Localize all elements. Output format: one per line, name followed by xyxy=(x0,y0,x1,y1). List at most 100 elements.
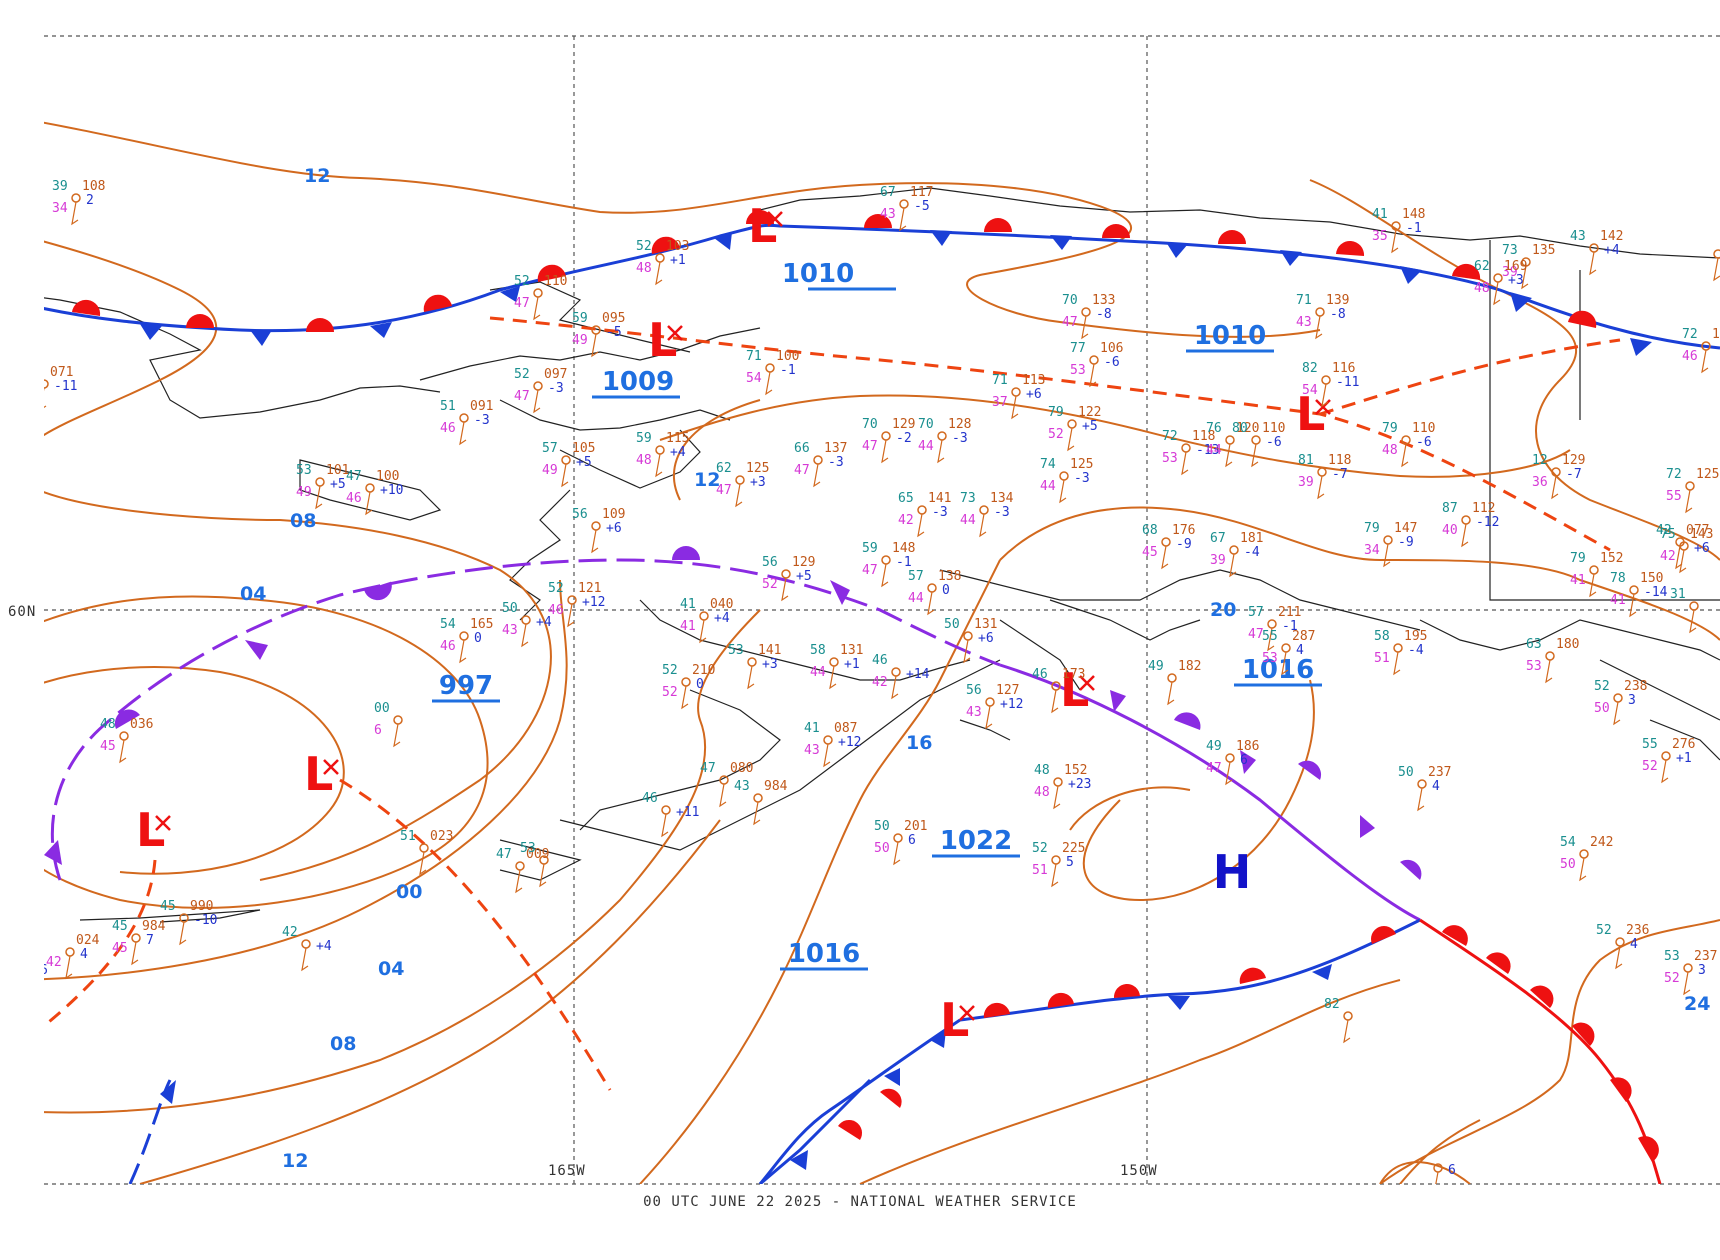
isobar-label: 12 xyxy=(282,1150,308,1172)
station-plot: 52 097 47 -3 xyxy=(514,367,567,414)
wind-barb xyxy=(1161,545,1169,570)
station-pressure: 125 xyxy=(1070,457,1093,472)
station-circle xyxy=(1579,849,1589,859)
station-temperature: 51 xyxy=(400,829,416,844)
station-circle xyxy=(753,793,763,803)
station-tendency: -1 xyxy=(1406,221,1422,236)
station-temperature: 72 xyxy=(1162,429,1178,444)
wind-barb xyxy=(365,491,373,516)
station-temperature: 87 xyxy=(1442,501,1458,516)
station-temperature: 00 xyxy=(374,701,390,716)
station-circle xyxy=(1493,273,1503,283)
wind-barb xyxy=(1167,681,1175,706)
wind-barb xyxy=(419,851,427,876)
station-dewpoint: 44 xyxy=(918,439,934,454)
wind-barb xyxy=(1317,475,1325,500)
station-temperature: 45 xyxy=(160,899,176,914)
station-temperature: 50 xyxy=(502,601,518,616)
station-temperature: 52 xyxy=(514,274,530,289)
station-dewpoint: 44 xyxy=(20,387,36,402)
station-circle xyxy=(937,431,947,441)
station-pressure: 101 xyxy=(326,463,349,478)
wind-barb xyxy=(1545,659,1553,684)
station-tendency: 4 xyxy=(1630,937,1638,952)
station-plot: 6 xyxy=(1433,1163,1456,1184)
svg-text:L: L xyxy=(1060,663,1089,717)
station-dewpoint: 45 xyxy=(1142,545,1158,560)
station-tendency: +3 xyxy=(762,657,778,672)
wind-barb xyxy=(1675,545,1683,570)
station-tendency: -4 xyxy=(1408,643,1424,658)
station-circle xyxy=(881,431,891,441)
station-plot: 45 984 45 7 xyxy=(112,919,166,966)
station-plot: 50 131+6 xyxy=(944,617,997,664)
station-tendency: -3 xyxy=(828,455,844,470)
wind-barb xyxy=(781,577,789,602)
wind-barb xyxy=(1589,251,1597,276)
station-dewpoint: 44 xyxy=(1206,443,1222,458)
station-temperature: 79 xyxy=(1048,405,1064,420)
station-tendency: +4 xyxy=(670,445,686,460)
station-plot: 63 180 53 xyxy=(1526,637,1579,684)
station-temperature: 45 xyxy=(112,919,128,934)
station-tendency: +14 xyxy=(906,667,930,682)
wind-barb xyxy=(1391,229,1399,254)
station-circle xyxy=(985,697,995,707)
station-circle xyxy=(1317,467,1327,477)
station-dewpoint: 43 xyxy=(804,743,820,758)
low-symbol: L xyxy=(1060,663,1095,717)
wind-barb xyxy=(765,371,773,396)
center-pressure: 1010 xyxy=(1194,321,1266,351)
station-dewpoint: 47 xyxy=(1248,627,1264,642)
station-dewpoint: 53 xyxy=(1526,659,1542,674)
station-tendency: +1 xyxy=(670,253,686,268)
station-tendency: 0 xyxy=(696,677,704,692)
wind-barb xyxy=(1343,1019,1351,1044)
center-pressure: 1016 xyxy=(788,939,860,969)
station-circle xyxy=(419,843,429,853)
station-tendency: -1 xyxy=(780,363,796,378)
station-pressure: 169 xyxy=(1504,259,1527,274)
wind-barb xyxy=(823,743,831,768)
wind-barb xyxy=(567,603,575,628)
station-circle xyxy=(393,715,403,725)
station-temperature: 58 xyxy=(1374,629,1390,644)
station-plot: 47 009 xyxy=(496,847,549,894)
station-circle xyxy=(979,505,989,515)
wind-barb xyxy=(655,453,663,478)
station-plot: 55 276 52 +1 xyxy=(1642,737,1695,784)
station-circle xyxy=(1661,751,1671,761)
station-circle xyxy=(1225,435,1235,445)
station-plot: 73 135 39 xyxy=(1502,243,1555,290)
station-pressure: 121 xyxy=(578,581,601,596)
station-dewpoint: 47 xyxy=(1206,761,1222,776)
station-tendency: -10 xyxy=(194,913,217,928)
station-temperature: 67 xyxy=(1210,531,1226,546)
station-dewpoint: 47 xyxy=(514,296,530,311)
station-plot: 76 120 44 xyxy=(1206,421,1259,468)
station-plot: 71 100 54 -1 xyxy=(746,349,799,396)
station-plot: 79 110 48 -6 xyxy=(1382,421,1435,468)
station-pressure: 149 xyxy=(1712,327,1720,342)
station-pressure: 142 xyxy=(1600,229,1623,244)
station-tendency: -8 xyxy=(1330,307,1346,322)
station-circle xyxy=(1613,693,1623,703)
station-tendency: -3 xyxy=(952,431,968,446)
station-plot: 43 984 xyxy=(734,779,788,826)
station-pressure: 080 xyxy=(730,761,753,776)
longitude-label: 150W xyxy=(1120,1163,1158,1179)
station-pressure: 138 xyxy=(938,569,961,584)
stationary-front-south xyxy=(959,918,1421,1022)
station-circle xyxy=(521,615,531,625)
station-circle xyxy=(1685,481,1695,491)
station-temperature: 54 xyxy=(440,617,456,632)
station-circle xyxy=(823,735,833,745)
svg-text:L: L xyxy=(136,803,165,857)
station-temperature: 54 xyxy=(1560,835,1576,850)
wind-barb xyxy=(561,463,569,488)
station-pressure: 036 xyxy=(130,717,153,732)
station-circle xyxy=(899,199,909,209)
station-circle xyxy=(765,363,775,373)
